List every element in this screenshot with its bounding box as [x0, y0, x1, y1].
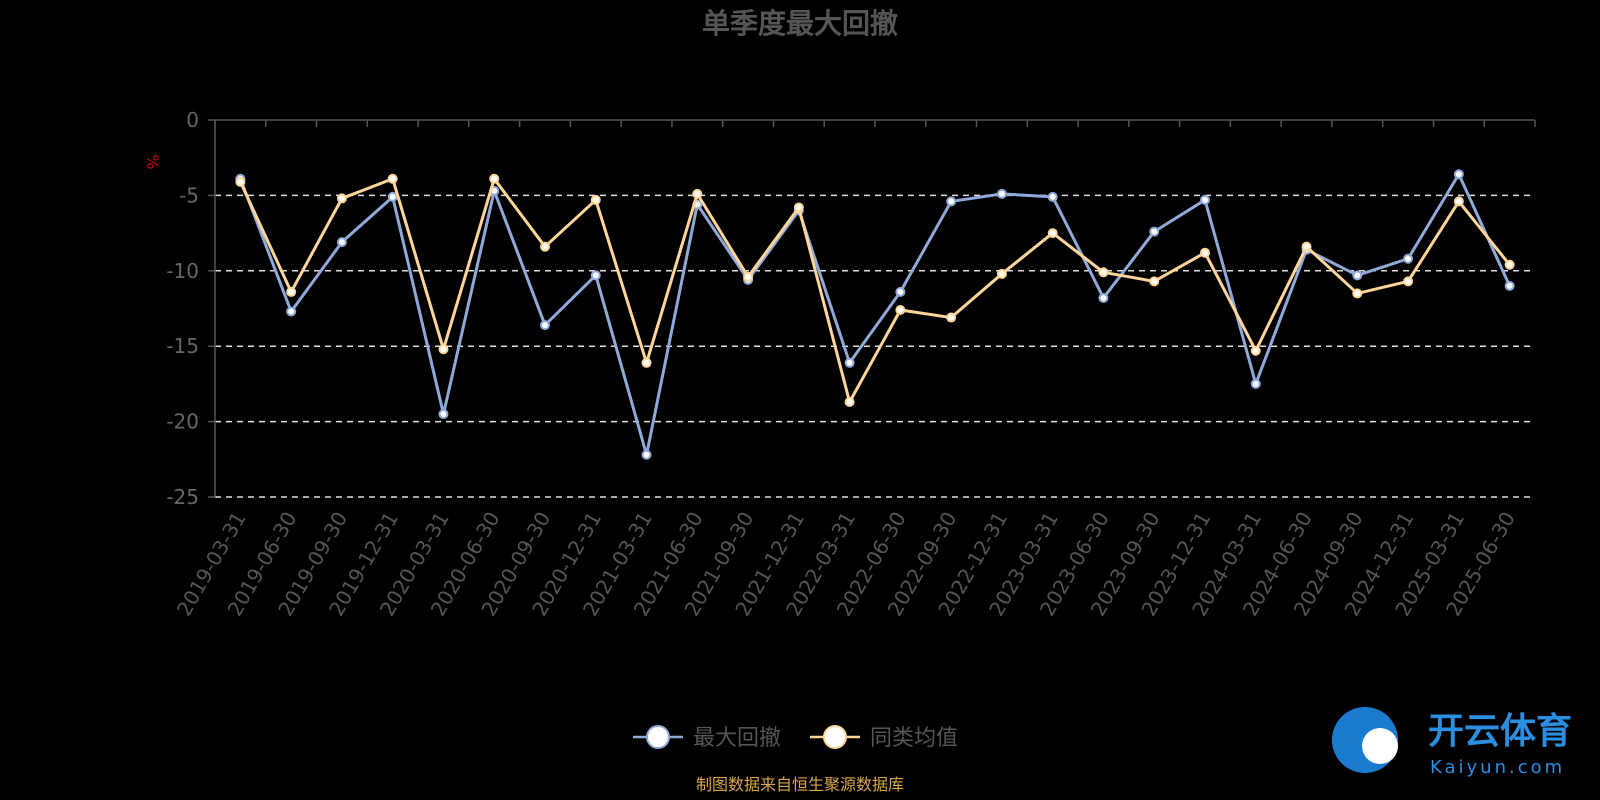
- x-axis-ticks: 2019-03-312019-06-302019-09-302019-12-31…: [172, 507, 1520, 620]
- data-point: [1352, 270, 1363, 281]
- data-point: [1504, 280, 1515, 291]
- data-point: [641, 449, 652, 460]
- y-tick-label: -20: [166, 410, 199, 434]
- data-point: [895, 305, 906, 316]
- legend-label: 同类均值: [870, 726, 958, 751]
- y-axis-ticks: 0 -5 -10 -15 -20 -25: [166, 108, 215, 509]
- data-point: [1453, 169, 1464, 180]
- watermark-logo: 开云体育 Kaiyun.com: [1332, 707, 1572, 778]
- series-line: [239, 177, 1511, 404]
- data-point: [540, 241, 550, 252]
- data-point: [489, 173, 500, 184]
- data-point: [286, 286, 297, 297]
- data-point: [1504, 259, 1515, 270]
- data-point: [387, 191, 398, 202]
- series-lines: [235, 169, 1515, 460]
- data-point: [1250, 345, 1261, 356]
- data-source-note: 制图数据来自恒生聚源数据库: [696, 775, 904, 794]
- legend-item[interactable]: 同类均值: [810, 725, 958, 751]
- axes: [214, 119, 1536, 497]
- data-point: [692, 188, 703, 199]
- series-2: [235, 173, 1515, 407]
- data-point: [387, 173, 398, 184]
- data-point: [540, 320, 550, 331]
- y-axis-unit: %: [143, 154, 162, 169]
- series-line: [238, 172, 1511, 457]
- legend-marker-icon: [646, 725, 670, 749]
- logo-ball-inner-icon: [1362, 728, 1398, 764]
- data-point: [1403, 253, 1414, 264]
- logo-domain: Kaiyun.com: [1430, 757, 1565, 778]
- data-point: [793, 202, 804, 213]
- y-tick-label: -25: [166, 485, 199, 509]
- data-point: [743, 271, 754, 282]
- data-point: [286, 306, 297, 317]
- legend-marker-icon: [823, 725, 847, 749]
- data-point: [1098, 267, 1109, 278]
- y-tick-label: -15: [166, 334, 199, 358]
- data-point: [1149, 226, 1160, 237]
- data-point: [1250, 378, 1261, 389]
- data-point: [895, 286, 906, 297]
- legend-item[interactable]: 最大回撤: [633, 725, 781, 751]
- data-point: [1149, 276, 1160, 287]
- data-point: [438, 344, 449, 355]
- data-point: [641, 357, 652, 368]
- data-point: [590, 194, 601, 205]
- data-point: [235, 176, 246, 187]
- chart-title: 单季度最大回撤: [702, 7, 898, 40]
- data-point: [1352, 288, 1363, 299]
- y-tick-label: -10: [166, 259, 199, 283]
- y-tick-label: -5: [179, 183, 199, 207]
- data-point: [1200, 194, 1210, 205]
- data-point: [996, 188, 1007, 199]
- data-point: [1098, 292, 1109, 303]
- grid-lines: [215, 194, 1535, 498]
- data-point: [590, 270, 601, 281]
- legend-label: 最大回撤: [693, 726, 781, 751]
- data-point: [1047, 191, 1058, 202]
- data-point: [1301, 241, 1312, 252]
- legend[interactable]: 最大回撤 同类均值: [633, 725, 958, 751]
- data-point: [996, 268, 1007, 279]
- logo-brand: 开云体育: [1428, 711, 1572, 752]
- data-point: [1453, 196, 1464, 207]
- data-point: [336, 193, 347, 204]
- series-1: [235, 169, 1515, 460]
- data-point: [1403, 276, 1414, 287]
- y-tick-label: 0: [186, 108, 199, 132]
- data-point: [1047, 228, 1058, 239]
- data-point: [1200, 247, 1210, 258]
- data-point: [438, 409, 449, 420]
- data-point: [946, 312, 957, 323]
- data-point: [946, 196, 957, 207]
- data-point: [336, 237, 347, 248]
- data-point: [844, 357, 855, 368]
- data-point: [844, 396, 855, 407]
